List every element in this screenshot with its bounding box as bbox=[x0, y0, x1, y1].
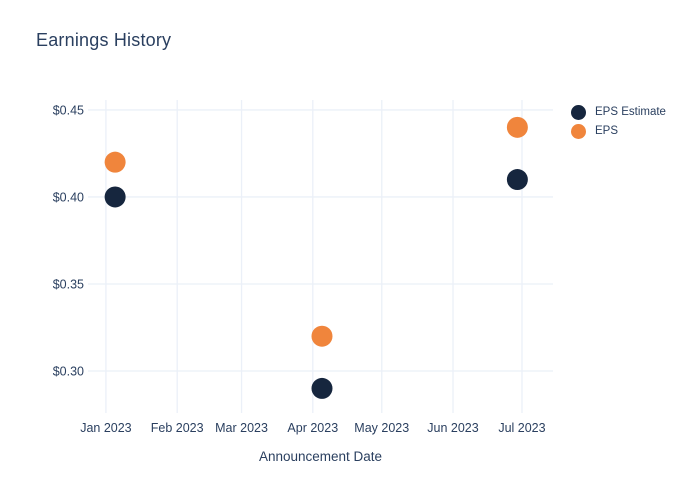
x-tick-label: Jun 2023 bbox=[427, 421, 478, 435]
legend-label-eps-estimate: EPS Estimate bbox=[595, 106, 666, 118]
y-tick-label: $0.35 bbox=[53, 277, 84, 291]
chart-title: Earnings History bbox=[36, 30, 172, 50]
eps-estimate-swatch-icon bbox=[571, 104, 586, 120]
x-tick-label: May 2023 bbox=[354, 421, 409, 435]
marker-eps[interactable] bbox=[311, 325, 333, 347]
x-tick-label: Jul 2023 bbox=[498, 421, 545, 435]
x-axis-title: Announcement Date bbox=[258, 449, 383, 464]
marker-eps[interactable] bbox=[506, 116, 528, 138]
y-tick-label: $0.45 bbox=[53, 103, 84, 117]
x-tick-label: Feb 2023 bbox=[151, 421, 204, 435]
x-tick-label: Apr 2023 bbox=[287, 421, 338, 435]
eps-swatch-icon bbox=[571, 123, 586, 139]
legend: EPS Estimate EPS bbox=[571, 104, 666, 139]
x-tick-label: Jan 2023 bbox=[80, 421, 131, 435]
y-tick-label: $0.40 bbox=[53, 190, 84, 204]
legend-label-eps: EPS bbox=[595, 125, 619, 137]
marker-eps-estimate[interactable] bbox=[104, 186, 126, 208]
legend-item-eps[interactable]: EPS bbox=[571, 123, 666, 139]
marker-eps-estimate[interactable] bbox=[311, 377, 333, 399]
y-tick-label: $0.30 bbox=[53, 365, 84, 379]
marker-eps-estimate[interactable] bbox=[506, 169, 528, 191]
marker-eps[interactable] bbox=[104, 151, 126, 173]
x-tick-label: Mar 2023 bbox=[215, 421, 268, 435]
legend-item-eps-estimate[interactable]: EPS Estimate bbox=[571, 104, 666, 120]
